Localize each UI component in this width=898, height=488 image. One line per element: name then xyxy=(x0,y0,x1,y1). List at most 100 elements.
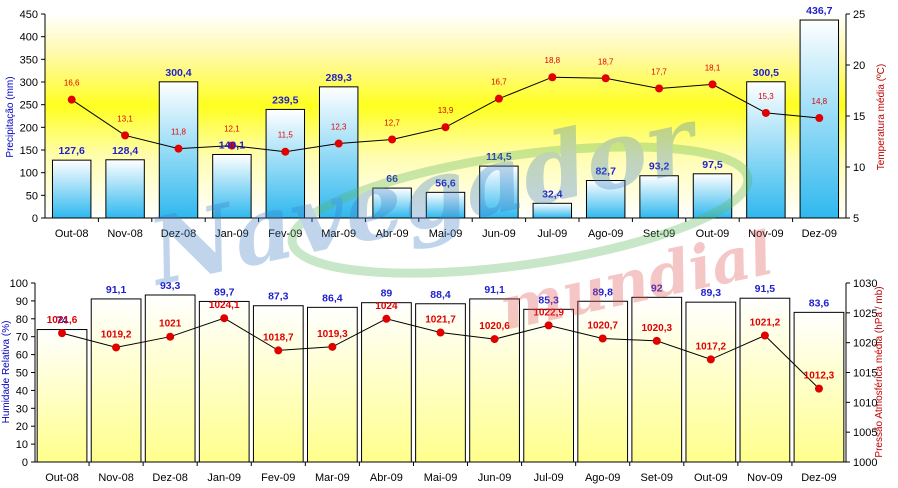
chart2-category-label: Dez-09 xyxy=(801,472,836,484)
chart1-category-label: Out-09 xyxy=(696,228,730,240)
chart2-line-point xyxy=(274,346,283,355)
chart2-bar-value-label: 92 xyxy=(651,282,663,294)
chart2-line-value-label: 1021,2 xyxy=(750,318,781,329)
chart1-line-value-label: 11,5 xyxy=(278,131,294,140)
chart1-right-tick-label: 25 xyxy=(853,9,865,21)
chart2-right-tick-label: 1015 xyxy=(853,368,877,380)
chart2-category-label: Set-09 xyxy=(641,472,673,484)
chart1-category-label: Abr-09 xyxy=(376,228,409,240)
chart2-left-tick-label: 20 xyxy=(16,421,28,433)
chart1-bar xyxy=(479,165,519,219)
chart1-category-label: Dez-09 xyxy=(802,228,837,240)
chart1-category-label: Set-09 xyxy=(643,228,675,240)
chart2-category-label: Dez-08 xyxy=(152,472,187,484)
chart2-bar-value-label: 74 xyxy=(56,315,68,327)
chart2-line-point xyxy=(58,329,67,338)
chart2-category-label: Nov-09 xyxy=(747,472,782,484)
chart1-line-value-label: 16,7 xyxy=(491,78,507,87)
chart2-left-tick-label: 90 xyxy=(16,296,28,308)
chart2-right-tick-label: 1000 xyxy=(853,457,877,469)
chart2-bar-value-label: 83,6 xyxy=(809,297,830,309)
chart1-bar-value-label: 140,1 xyxy=(219,139,245,151)
chart2-bar xyxy=(144,294,196,463)
chart1-bar xyxy=(51,159,92,219)
chart2-left-tick-label: 50 xyxy=(16,368,28,380)
chart1-line-point xyxy=(67,95,76,104)
chart1-line-value-label: 13,9 xyxy=(438,106,454,115)
chart2-category-label: Mai-09 xyxy=(424,472,458,484)
chart1-line-point xyxy=(548,73,557,82)
chart2-category-label: Jan-09 xyxy=(207,472,241,484)
chart1-left-tick-label: 350 xyxy=(20,54,38,66)
chart2-left-tick-label: 80 xyxy=(16,314,28,326)
chart1-bar-value-label: 56,6 xyxy=(435,177,456,189)
chart1-category-label: Jun-09 xyxy=(482,228,516,240)
chart2-bar-value-label: 91,1 xyxy=(484,284,505,296)
chart1-category-label: Fev-09 xyxy=(268,228,302,240)
chart2-category-label: Jun-09 xyxy=(478,472,512,484)
chart2-bar xyxy=(523,308,575,463)
chart2-bar xyxy=(252,305,304,463)
chart2-left-tick-label: 100 xyxy=(10,278,28,290)
chart1-left-tick-label: 50 xyxy=(26,190,38,202)
chart1-line-point xyxy=(441,123,450,132)
chart2-bar xyxy=(361,302,412,463)
chart1-bar-value-label: 93,2 xyxy=(649,161,670,173)
chart1-left-tick-label: 100 xyxy=(20,168,38,180)
chart1-line-point xyxy=(601,74,610,83)
chart2-right-tick-label: 1005 xyxy=(853,427,877,439)
chart1-bar xyxy=(105,159,145,219)
chart1-bar-value-label: 300,5 xyxy=(753,67,779,79)
chart2-line-value-label: 1021 xyxy=(159,319,182,330)
chart2-line-point xyxy=(436,328,445,337)
chart2-bar-value-label: 85,3 xyxy=(538,294,559,306)
chart1-line-value-label: 15,3 xyxy=(758,92,774,101)
chart2-bar-value-label: 93,3 xyxy=(160,280,181,292)
chart2-left-tick-label: 70 xyxy=(16,332,28,344)
chart1-left-tick-label: 450 xyxy=(20,9,38,21)
chart2-right-tick-label: 1020 xyxy=(853,338,877,350)
chart1-left-tick-label: 200 xyxy=(20,122,38,134)
chart2-line-value-label: 1012,3 xyxy=(804,371,835,382)
chart2-category-label: Out-08 xyxy=(45,472,79,484)
chart1-line-point xyxy=(227,141,236,150)
chart2-category-label: Abr-09 xyxy=(370,472,403,484)
chart1-line-value-label: 18,8 xyxy=(545,56,561,65)
chart1-line-point xyxy=(281,147,290,156)
chart2-line-value-label: 1019,3 xyxy=(317,329,348,340)
chart2-line-point xyxy=(490,335,499,344)
chart1-bar xyxy=(746,81,786,219)
chart1-category-label: Mai-09 xyxy=(429,228,463,240)
chart2-left-tick-label: 10 xyxy=(16,439,28,451)
chart2-bar xyxy=(739,297,791,463)
chart1-line-point xyxy=(174,144,183,153)
chart2-left-tick-label: 0 xyxy=(22,457,28,469)
chart2-bar xyxy=(469,298,520,463)
chart1-right-tick-label: 10 xyxy=(853,162,865,174)
chart1-right-tick-label: 5 xyxy=(853,213,859,225)
chart2-line-point xyxy=(814,384,823,393)
chart2-line-point xyxy=(220,314,229,323)
chart2-line-value-label: 1021,7 xyxy=(425,315,456,326)
chart1-line-value-label: 18,7 xyxy=(598,57,614,66)
chart2-bar xyxy=(90,298,142,463)
chart2-line-point xyxy=(760,331,769,340)
chart1-bar xyxy=(585,180,626,219)
chart1-line-point xyxy=(388,135,397,144)
chart1-bar xyxy=(212,153,252,219)
chart2-line-value-label: 1024 xyxy=(375,301,398,312)
chart2-line-point xyxy=(382,314,391,323)
chart2-line-value-label: 1021,6 xyxy=(47,315,78,326)
chart2-bar-value-label: 86,4 xyxy=(322,292,343,304)
chart2-line-point xyxy=(328,342,337,351)
chart1-bar-value-label: 300,4 xyxy=(165,67,191,79)
chart1-precipitation-temperature: 0 50 100 150 200 250 300 350 400 450 5 10 15 20 25 Out-… xyxy=(20,5,866,240)
chart1-category-label: Out-08 xyxy=(55,228,89,240)
chart1-line-point xyxy=(494,94,503,103)
chart2-line-value-label: 1022,9 xyxy=(533,307,564,318)
chart2-line-point xyxy=(166,332,175,341)
chart2-right-tick-label: 1010 xyxy=(853,397,877,409)
chart2-line-value-label: 1024,1 xyxy=(209,300,240,311)
chart1-line-value-label: 12,7 xyxy=(384,118,400,127)
